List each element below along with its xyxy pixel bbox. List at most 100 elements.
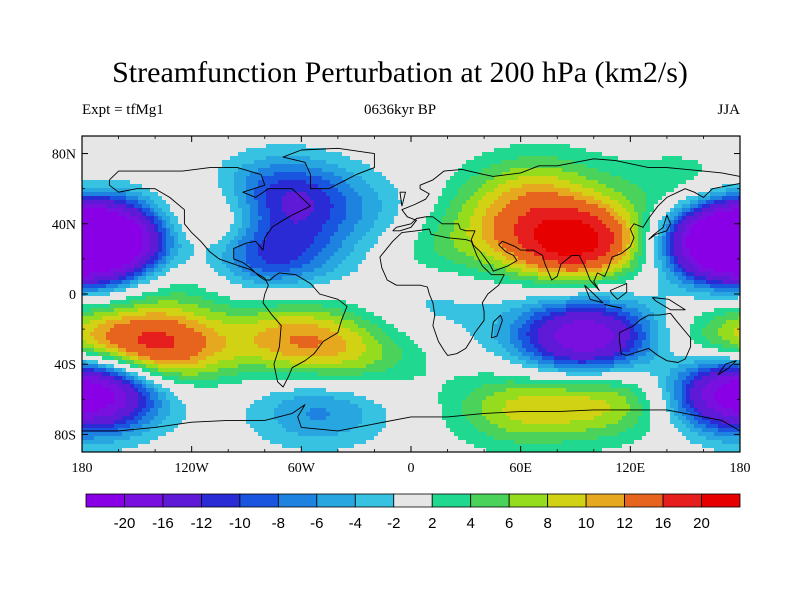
field-cell: [626, 200, 631, 205]
field-cell: [654, 156, 659, 161]
field-cell: [458, 176, 463, 181]
field-cell: [698, 212, 703, 217]
field-cell: [118, 144, 123, 149]
field-cell: [694, 180, 699, 185]
field-cell: [334, 248, 339, 253]
field-cell: [182, 204, 187, 209]
field-cell: [166, 192, 171, 197]
field-cell: [154, 140, 159, 145]
field-cell: [622, 176, 627, 181]
field-cell: [258, 156, 263, 161]
field-cell: [510, 184, 515, 189]
field-cell: [398, 164, 403, 169]
field-cell: [342, 196, 347, 201]
field-cell: [582, 240, 587, 245]
field-cell: [626, 228, 631, 233]
field-cell: [390, 176, 395, 181]
field-cell: [458, 188, 463, 193]
field-cell: [698, 152, 703, 157]
field-cell: [82, 192, 87, 197]
field-cell: [198, 164, 203, 169]
field-cell: [578, 232, 583, 237]
field-cell: [302, 144, 307, 149]
field-cell: [218, 212, 223, 217]
field-cell: [166, 212, 171, 217]
field-cell: [630, 228, 635, 233]
field-cell: [466, 180, 471, 185]
field-cell: [458, 216, 463, 221]
field-cell: [166, 204, 171, 209]
field-cell: [114, 144, 119, 149]
field-cell: [206, 212, 211, 217]
field-cell: [146, 148, 151, 153]
field-cell: [170, 200, 175, 205]
field-cell: [138, 236, 143, 241]
field-cell: [138, 160, 143, 165]
field-cell: [190, 196, 195, 201]
field-cell: [654, 200, 659, 205]
field-cell: [122, 200, 127, 205]
field-cell: [366, 212, 371, 217]
field-cell: [402, 220, 407, 225]
field-cell: [302, 244, 307, 249]
field-cell: [274, 144, 279, 149]
field-cell: [118, 180, 123, 185]
field-cell: [170, 192, 175, 197]
field-cell: [318, 140, 323, 145]
field-cell: [730, 176, 735, 181]
field-cell: [426, 188, 431, 193]
field-cell: [222, 212, 227, 217]
field-cell: [226, 180, 231, 185]
field-cell: [130, 196, 135, 201]
field-cell: [338, 176, 343, 181]
field-cell: [398, 148, 403, 153]
field-cell: [302, 208, 307, 213]
field-cell: [130, 236, 135, 241]
field-cell: [194, 252, 199, 257]
field-cell: [738, 208, 741, 213]
field-cell: [282, 152, 287, 157]
field-cell: [538, 160, 543, 165]
field-cell: [434, 188, 439, 193]
field-cell: [354, 224, 359, 229]
field-cell: [198, 232, 203, 237]
field-cell: [418, 152, 423, 157]
field-cell: [274, 196, 279, 201]
field-cell: [534, 196, 539, 201]
field-cell: [346, 240, 351, 245]
field-cell: [254, 160, 259, 165]
field-cell: [538, 192, 543, 197]
field-cell: [654, 152, 659, 157]
field-cell: [434, 192, 439, 197]
field-cell: [234, 136, 239, 141]
field-cell: [142, 144, 147, 149]
field-cell: [594, 176, 599, 181]
field-cell: [622, 232, 627, 237]
field-cell: [238, 228, 243, 233]
field-cell: [694, 164, 699, 169]
field-cell: [202, 240, 207, 245]
field-cell: [174, 164, 179, 169]
field-cell: [262, 152, 267, 157]
field-cell: [414, 244, 419, 249]
field-cell: [446, 152, 451, 157]
field-cell: [158, 240, 163, 245]
field-cell: [398, 136, 403, 141]
field-cell: [706, 168, 711, 173]
field-cell: [662, 184, 667, 189]
field-cell: [258, 204, 263, 209]
field-cell: [266, 188, 271, 193]
field-cell: [406, 228, 411, 233]
field-cell: [330, 236, 335, 241]
field-cell: [322, 248, 327, 253]
field-cell: [614, 152, 619, 157]
field-cell: [82, 208, 87, 213]
field-cell: [250, 172, 255, 177]
field-cell: [526, 192, 531, 197]
field-cell: [418, 180, 423, 185]
field-cell: [274, 208, 279, 213]
field-cell: [726, 236, 731, 241]
field-cell: [106, 148, 111, 153]
field-cell: [322, 196, 327, 201]
field-cell: [278, 156, 283, 161]
